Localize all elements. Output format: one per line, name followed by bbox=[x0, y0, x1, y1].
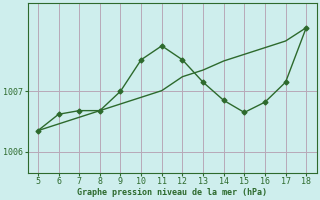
X-axis label: Graphe pression niveau de la mer (hPa): Graphe pression niveau de la mer (hPa) bbox=[77, 188, 267, 197]
